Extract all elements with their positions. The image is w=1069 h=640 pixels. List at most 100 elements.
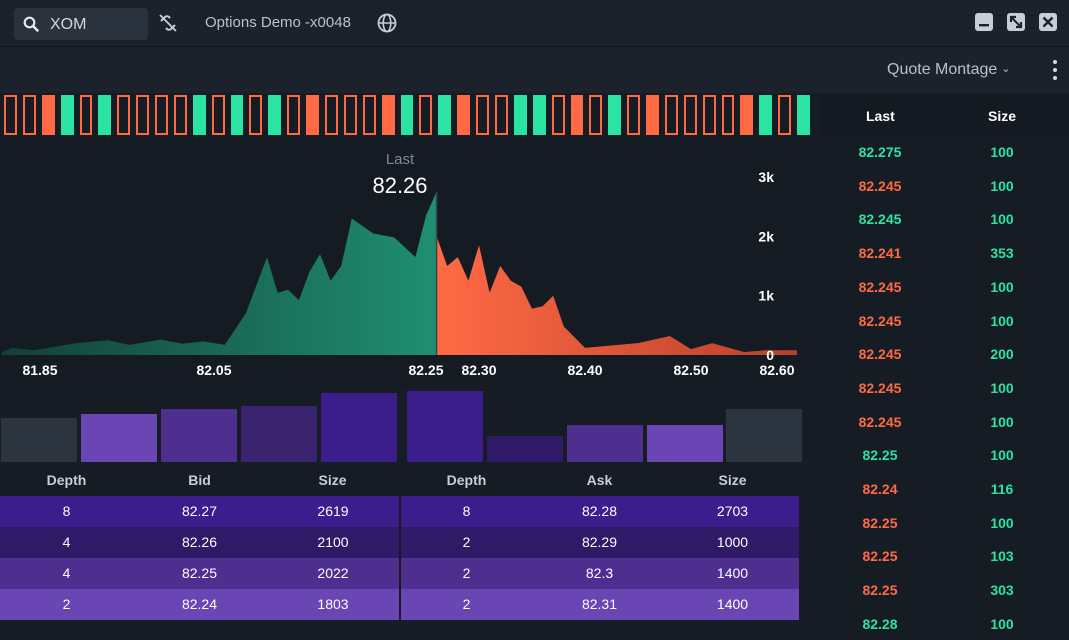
order-book-cell[interactable]: 2 bbox=[400, 558, 533, 589]
tape-tick bbox=[438, 95, 452, 135]
trade-price: 82.25 bbox=[862, 447, 898, 464]
tape-tick bbox=[759, 95, 773, 135]
trade-size: 103 bbox=[990, 548, 1014, 565]
order-book-cell[interactable]: 82.24 bbox=[133, 589, 266, 620]
tape-tick bbox=[721, 95, 735, 135]
maximize-icon bbox=[1009, 15, 1023, 29]
trade-price: 82.245 bbox=[858, 379, 902, 396]
symbol-input[interactable] bbox=[48, 14, 148, 36]
order-book-cell[interactable]: 82.3 bbox=[533, 558, 666, 589]
order-book-cell[interactable]: 2022 bbox=[266, 558, 400, 589]
time-and-sales-row: 82.245 200 bbox=[820, 337, 1069, 370]
order-book-cell[interactable]: 82.25 bbox=[133, 558, 266, 589]
ask-depth-area bbox=[436, 236, 797, 355]
book-divider bbox=[399, 495, 401, 625]
depth-bar-bid bbox=[81, 414, 157, 462]
x-tick-label: 82.60 bbox=[759, 362, 794, 378]
time-and-sales-row: 82.275 100 bbox=[820, 135, 1069, 168]
close-icon bbox=[1042, 16, 1054, 28]
time-and-sales: Last Size 82.275 100 82.245 100 82.245 100 82.… bbox=[820, 95, 1069, 632]
unlink-icon[interactable] bbox=[157, 12, 179, 34]
chevron-down-icon: ⌄ bbox=[1001, 63, 1011, 75]
kebab-menu-icon[interactable] bbox=[1050, 60, 1060, 82]
tape-tick bbox=[287, 95, 301, 135]
ts-header-size: Size bbox=[988, 108, 1017, 124]
depth-bar-ask-rest bbox=[726, 409, 802, 462]
trade-price: 82.245 bbox=[858, 177, 902, 194]
order-book-cell[interactable]: 1000 bbox=[666, 527, 799, 558]
minimize-button[interactable] bbox=[975, 13, 993, 31]
time-and-sales-row: 82.28 100 bbox=[820, 607, 1069, 640]
order-book-cell[interactable]: 82.31 bbox=[533, 589, 666, 620]
order-book-cell[interactable]: 2 bbox=[0, 589, 133, 620]
order-book-cell[interactable]: 8 bbox=[0, 496, 133, 527]
tape-tick bbox=[589, 95, 603, 135]
tape-tick bbox=[4, 95, 17, 135]
symbol-search[interactable] bbox=[14, 8, 148, 40]
depth-bar-ask bbox=[567, 425, 643, 462]
trade-size: 116 bbox=[990, 481, 1014, 497]
trade-price: 82.25 bbox=[862, 514, 898, 531]
order-book-cell[interactable]: 1400 bbox=[666, 589, 799, 620]
order-book-cell[interactable]: 82.28 bbox=[533, 496, 666, 527]
trade-tape bbox=[0, 95, 812, 137]
time-and-sales-row: 82.245 100 bbox=[820, 270, 1069, 303]
tape-tick bbox=[494, 95, 508, 135]
tape-tick bbox=[41, 95, 55, 135]
time-and-sales-header: Last Size bbox=[820, 95, 1069, 135]
order-book-cell[interactable]: 2100 bbox=[266, 527, 400, 558]
tape-tick bbox=[664, 95, 678, 135]
order-book-cell[interactable]: 2619 bbox=[266, 496, 400, 527]
x-tick-label: 82.30 bbox=[461, 362, 496, 378]
order-book-cell[interactable]: 2 bbox=[400, 589, 533, 620]
tape-tick bbox=[136, 95, 150, 135]
trade-size: 100 bbox=[990, 144, 1014, 160]
tape-tick bbox=[702, 95, 716, 135]
y-tick-label: 3k bbox=[758, 169, 774, 185]
last-label: Last bbox=[385, 151, 415, 168]
x-tick-label: 82.40 bbox=[567, 362, 602, 378]
trade-size: 100 bbox=[990, 447, 1014, 464]
order-book-header: Depth bbox=[46, 472, 87, 488]
order-book-cell[interactable]: 1803 bbox=[266, 589, 400, 620]
tape-tick bbox=[457, 95, 471, 135]
trade-size: 100 bbox=[990, 514, 1014, 531]
trade-size: 200 bbox=[990, 346, 1014, 363]
x-tick-label: 82.05 bbox=[196, 362, 231, 378]
trade-price: 82.25 bbox=[862, 582, 898, 599]
order-book-cell[interactable]: 82.29 bbox=[533, 527, 666, 558]
view-selector[interactable]: Quote Montage ⌄ bbox=[887, 61, 1011, 79]
trade-price: 82.275 bbox=[858, 144, 902, 160]
order-book-header: Ask bbox=[586, 472, 613, 488]
tape-tick bbox=[400, 95, 414, 135]
trade-size: 100 bbox=[990, 211, 1014, 228]
tape-tick bbox=[192, 95, 206, 135]
globe-icon[interactable] bbox=[377, 13, 397, 33]
order-book-cell[interactable]: 4 bbox=[0, 527, 133, 558]
tape-tick bbox=[476, 95, 489, 135]
order-book-cell[interactable]: 2703 bbox=[666, 496, 799, 527]
tape-tick bbox=[513, 95, 527, 135]
tape-tick bbox=[608, 95, 622, 135]
trade-size: 100 bbox=[990, 413, 1014, 430]
tape-tick bbox=[60, 95, 74, 135]
order-book-cell[interactable]: 82.26 bbox=[133, 527, 266, 558]
order-book-cell[interactable]: 2 bbox=[400, 527, 533, 558]
tape-tick bbox=[551, 95, 565, 135]
bid-depth-area bbox=[2, 191, 437, 355]
close-button[interactable] bbox=[1039, 13, 1057, 31]
order-book-cell[interactable]: 82.27 bbox=[133, 496, 266, 527]
time-and-sales-row: 82.25 100 bbox=[820, 506, 1069, 539]
depth-bar-ask bbox=[487, 436, 563, 462]
order-book-cell[interactable]: 4 bbox=[0, 558, 133, 589]
trade-size: 100 bbox=[990, 177, 1014, 194]
order-book-cell[interactable]: 1400 bbox=[666, 558, 799, 589]
tape-tick bbox=[230, 95, 244, 135]
maximize-button[interactable] bbox=[1007, 13, 1025, 31]
order-book-header: Bid bbox=[188, 472, 211, 488]
time-and-sales-row: 82.25 303 bbox=[820, 573, 1069, 606]
tape-tick bbox=[646, 95, 659, 135]
tape-tick bbox=[22, 95, 36, 135]
order-book-cell[interactable]: 8 bbox=[400, 496, 533, 527]
trade-size: 353 bbox=[990, 245, 1014, 262]
